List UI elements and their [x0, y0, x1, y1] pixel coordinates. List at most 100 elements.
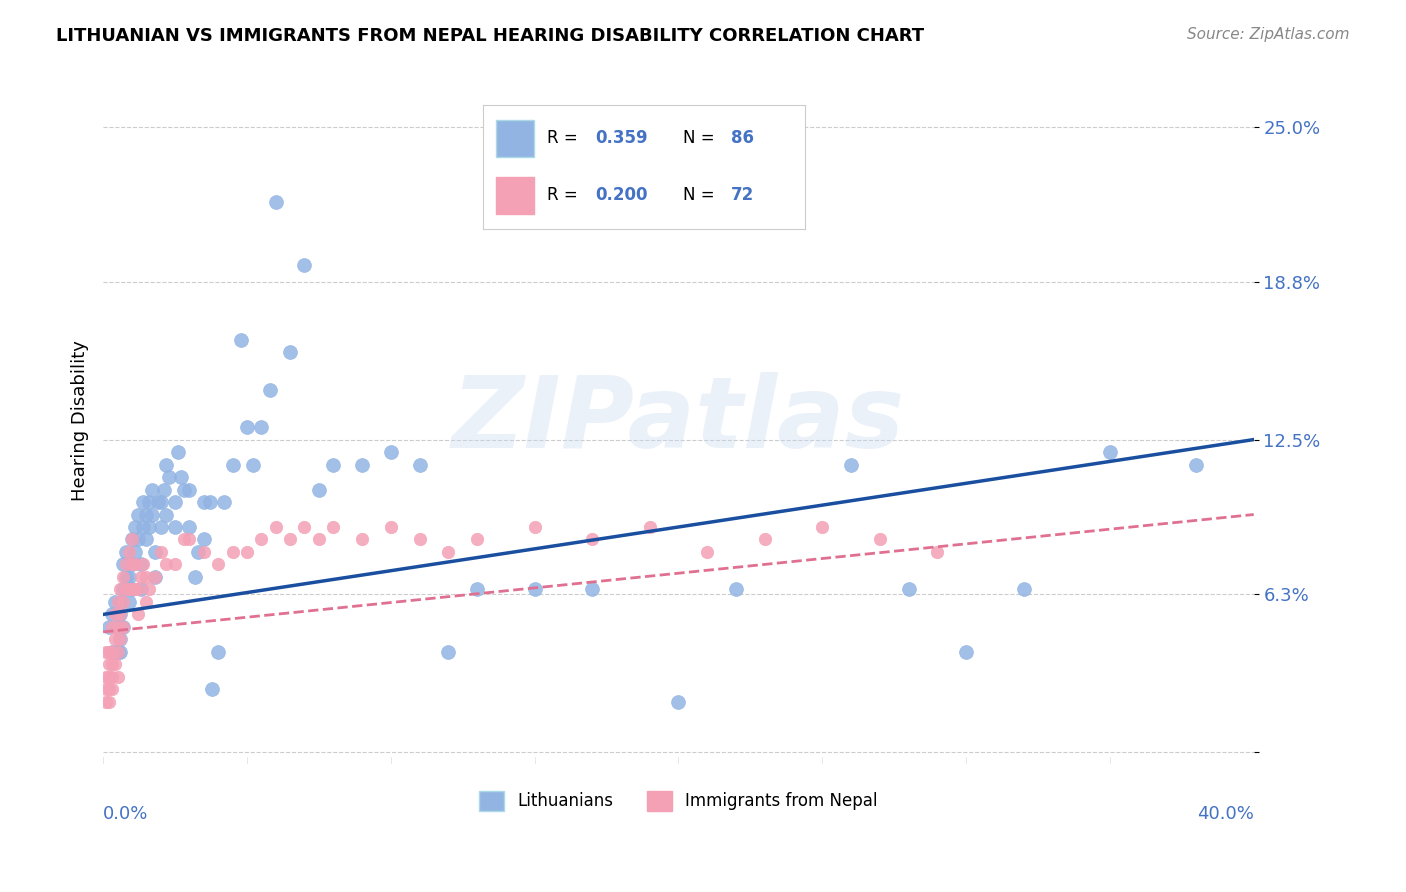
Point — [278, 533, 301, 547]
Point — [149, 520, 172, 534]
Point — [124, 545, 146, 559]
Point — [121, 533, 143, 547]
Point — [408, 458, 430, 472]
Point — [146, 495, 169, 509]
Point — [118, 582, 141, 597]
Point — [350, 533, 373, 547]
Point — [668, 695, 690, 709]
Point — [110, 595, 132, 609]
Point — [163, 520, 186, 534]
Point — [115, 582, 138, 597]
Point — [127, 607, 149, 622]
Legend: Lithuanians, Immigrants from Nepal: Lithuanians, Immigrants from Nepal — [472, 784, 884, 818]
Point — [250, 533, 273, 547]
Y-axis label: Hearing Disability: Hearing Disability — [72, 341, 89, 501]
Point — [135, 508, 157, 522]
Point — [155, 508, 177, 522]
Point — [118, 595, 141, 609]
Point — [155, 558, 177, 572]
Point — [100, 645, 122, 659]
Point — [724, 582, 747, 597]
Point — [97, 620, 120, 634]
Point — [138, 582, 160, 597]
Point — [259, 383, 281, 397]
Point — [350, 458, 373, 472]
Point — [380, 445, 402, 459]
Point — [149, 495, 172, 509]
Point — [132, 520, 155, 534]
Point — [294, 258, 316, 272]
Point — [308, 483, 330, 497]
Point — [124, 558, 146, 572]
Point — [869, 533, 891, 547]
Point — [193, 545, 215, 559]
Point — [107, 645, 129, 659]
Point — [124, 520, 146, 534]
Point — [121, 533, 143, 547]
Point — [380, 520, 402, 534]
Point — [121, 582, 143, 597]
Point — [100, 620, 122, 634]
Point — [135, 595, 157, 609]
Point — [179, 483, 201, 497]
Point — [110, 582, 132, 597]
Point — [581, 533, 603, 547]
Point — [104, 607, 127, 622]
Point — [437, 545, 460, 559]
Point — [754, 533, 776, 547]
Point — [173, 483, 195, 497]
Point — [104, 632, 127, 647]
Point — [132, 495, 155, 509]
Point — [100, 670, 122, 684]
Point — [221, 458, 243, 472]
Point — [97, 657, 120, 672]
Point — [163, 495, 186, 509]
Point — [94, 645, 117, 659]
Point — [110, 632, 132, 647]
Point — [121, 558, 143, 572]
Point — [143, 570, 166, 584]
Point — [100, 645, 122, 659]
Point — [129, 582, 152, 597]
Point — [110, 607, 132, 622]
Point — [193, 495, 215, 509]
Point — [242, 458, 264, 472]
Point — [207, 558, 229, 572]
Point — [408, 533, 430, 547]
Point — [322, 458, 344, 472]
Point — [207, 645, 229, 659]
Point — [138, 520, 160, 534]
Point — [465, 582, 488, 597]
Point — [250, 420, 273, 434]
Point — [97, 682, 120, 697]
Point — [115, 545, 138, 559]
Point — [184, 570, 207, 584]
Point — [264, 195, 287, 210]
Point — [132, 558, 155, 572]
Point — [1098, 445, 1121, 459]
Point — [107, 607, 129, 622]
Point — [839, 458, 862, 472]
Point — [638, 520, 661, 534]
Text: LITHUANIAN VS IMMIGRANTS FROM NEPAL HEARING DISABILITY CORRELATION CHART: LITHUANIAN VS IMMIGRANTS FROM NEPAL HEAR… — [56, 27, 924, 45]
Point — [107, 645, 129, 659]
Point — [112, 595, 135, 609]
Point — [97, 645, 120, 659]
Point — [124, 582, 146, 597]
Text: Source: ZipAtlas.com: Source: ZipAtlas.com — [1187, 27, 1350, 42]
Point — [94, 695, 117, 709]
Point — [179, 533, 201, 547]
Point — [167, 445, 190, 459]
Point — [187, 545, 209, 559]
Point — [141, 483, 163, 497]
Point — [294, 520, 316, 534]
Point — [107, 670, 129, 684]
Point — [308, 533, 330, 547]
Point — [118, 545, 141, 559]
Point — [437, 645, 460, 659]
Point — [231, 333, 253, 347]
Point — [112, 558, 135, 572]
Point — [236, 545, 259, 559]
Point — [138, 495, 160, 509]
Text: 0.0%: 0.0% — [103, 805, 149, 823]
